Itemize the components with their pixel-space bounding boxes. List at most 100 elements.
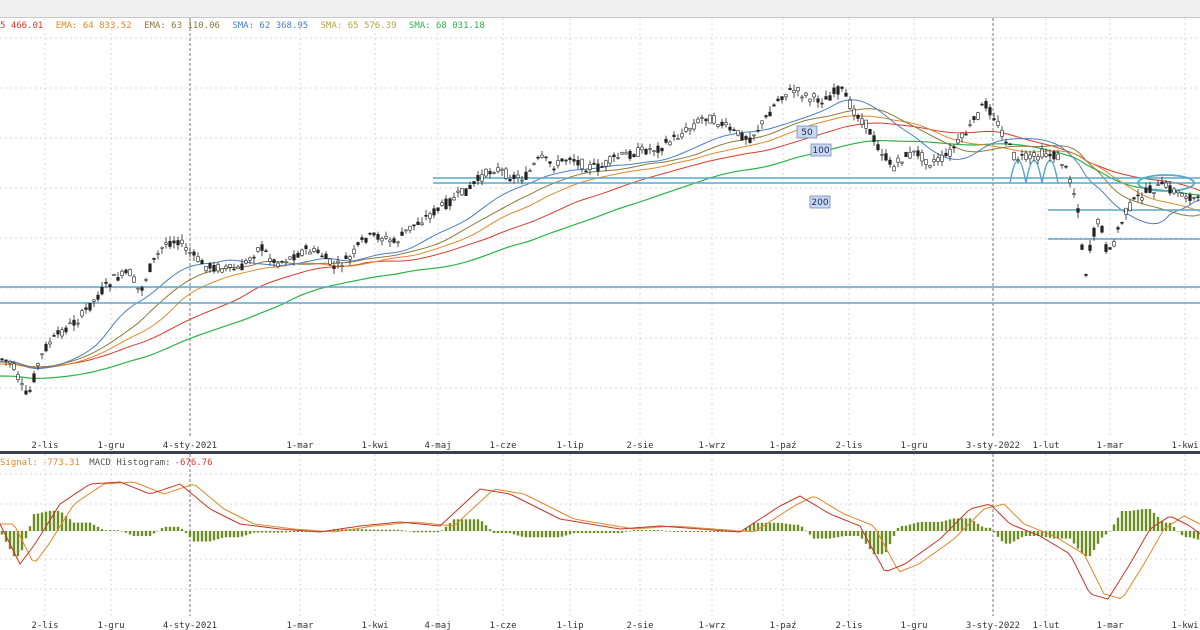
macd-histogram-bar [880, 531, 884, 555]
macd-histogram-bar [644, 530, 648, 531]
macd-histogram-bar [376, 529, 380, 531]
candle-body [396, 241, 400, 244]
macd-histogram-bar [284, 531, 288, 533]
candle-body [880, 154, 884, 156]
candle-body [1136, 194, 1140, 197]
candle-body [996, 120, 1000, 126]
candle-body [360, 237, 364, 240]
macd-x-tick-label: 1-lut [1032, 621, 1059, 630]
candle-body [736, 130, 740, 136]
candle-body [660, 148, 664, 152]
candle-body [452, 197, 456, 201]
candle-body [348, 256, 352, 260]
candle-body [1140, 197, 1144, 201]
candle-body [244, 260, 248, 264]
macd-histogram-bar [108, 530, 112, 531]
macd-histogram-bar [964, 518, 968, 531]
macd-histogram-bar [828, 531, 832, 539]
macd-histogram-bar [940, 521, 944, 531]
macd-x-tick-label: 1-kwi [1171, 621, 1198, 630]
candle-body [924, 159, 928, 165]
candle-body [1152, 192, 1156, 194]
macd-histogram-bar [920, 522, 924, 531]
macd-histogram-bar [1068, 531, 1072, 539]
candle-body [800, 96, 804, 99]
candle-body [752, 134, 756, 137]
macd-histogram-bar [576, 531, 580, 534]
price-chart[interactable]: 2-lis 1-gru 4-sty-2021 1-mar 1-kwi 4-maj 1-cze… [0, 18, 1200, 451]
macd-histogram-bar [956, 518, 960, 531]
macd-histogram-bar [220, 531, 224, 538]
macd-histogram-bar [524, 531, 528, 538]
macd-histogram-bar [428, 531, 432, 533]
candle-body [444, 198, 448, 209]
candle-body [104, 281, 108, 284]
macd-histogram-bar [688, 531, 692, 532]
candle-body [156, 253, 160, 255]
sma-50-line [0, 99, 1200, 370]
candle-body [4, 359, 8, 362]
macd-chart[interactable]: 2-lis 1-gru 4-sty-2021 1-mar 1-kwi 4-maj 1-cze… [0, 454, 1200, 630]
macd-histogram-bar [896, 528, 900, 531]
macd-histogram-bar [180, 528, 184, 531]
candle-body [256, 247, 260, 252]
macd-histogram-bar [968, 518, 972, 531]
macd-histogram-bar [712, 531, 716, 532]
macd-histogram-bar [612, 531, 616, 534]
candle-body [816, 98, 820, 103]
candle-body [52, 335, 56, 337]
macd-histogram-bar [400, 530, 404, 531]
macd-x-tick-label: 1-lip [556, 621, 583, 630]
macd-histogram-bar [584, 531, 588, 534]
candle-body [8, 360, 12, 364]
candle-body [40, 353, 44, 356]
macd-histogram-bar [96, 526, 100, 531]
macd-histogram-bar [1184, 531, 1188, 538]
candle-body [732, 129, 736, 131]
candle-body [208, 263, 212, 269]
candle-body [664, 138, 668, 143]
x-tick-label: 2-sie [626, 441, 653, 451]
macd-x-tick-label: 3-sty-2022 [966, 621, 1020, 630]
macd-histogram-bar [1000, 531, 1004, 542]
legend-ema-1: 5 466.01 [0, 21, 44, 31]
macd-histogram-bar [76, 522, 80, 531]
candle-body [756, 129, 760, 132]
macd-histogram-bar [408, 531, 412, 532]
pane-separator[interactable] [0, 451, 1200, 454]
macd-histogram-bar [648, 530, 652, 531]
candle-body [472, 181, 476, 185]
candle-body [708, 114, 712, 124]
ma-label-box [809, 195, 831, 209]
macd-histogram-bar [144, 531, 148, 536]
candle-body [628, 151, 632, 159]
candle-body [764, 115, 768, 118]
macd-histogram-bar [152, 531, 156, 534]
macd-histogram-bar [52, 510, 56, 531]
candle-body [992, 118, 996, 121]
candle-body [1068, 179, 1072, 184]
candle-body [152, 257, 156, 260]
macd-histogram-bar [552, 531, 556, 538]
macd-histogram-bar [664, 530, 668, 532]
candle-body [712, 115, 716, 124]
candle-body [1132, 197, 1136, 200]
candle-body [248, 257, 252, 261]
macd-histogram-bar [812, 531, 816, 539]
macd-x-tick-label: 1-gru [97, 621, 124, 630]
candle-body [1176, 190, 1180, 194]
candle-body [48, 341, 52, 345]
macd-histogram-bar [120, 531, 124, 532]
candle-body [464, 188, 468, 196]
candle-body [196, 256, 200, 262]
macd-histogram-bar [1020, 531, 1024, 538]
macd-histogram-bar [860, 531, 864, 539]
candle-body [576, 160, 580, 166]
candle-body [620, 152, 624, 155]
legend-ema-3: EMA: 63 110.06 [144, 21, 220, 31]
candle-body [976, 112, 980, 120]
candle-body [952, 146, 956, 149]
macd-histogram-bar [472, 519, 476, 531]
candle-body [448, 198, 452, 207]
candle-body [944, 152, 948, 156]
